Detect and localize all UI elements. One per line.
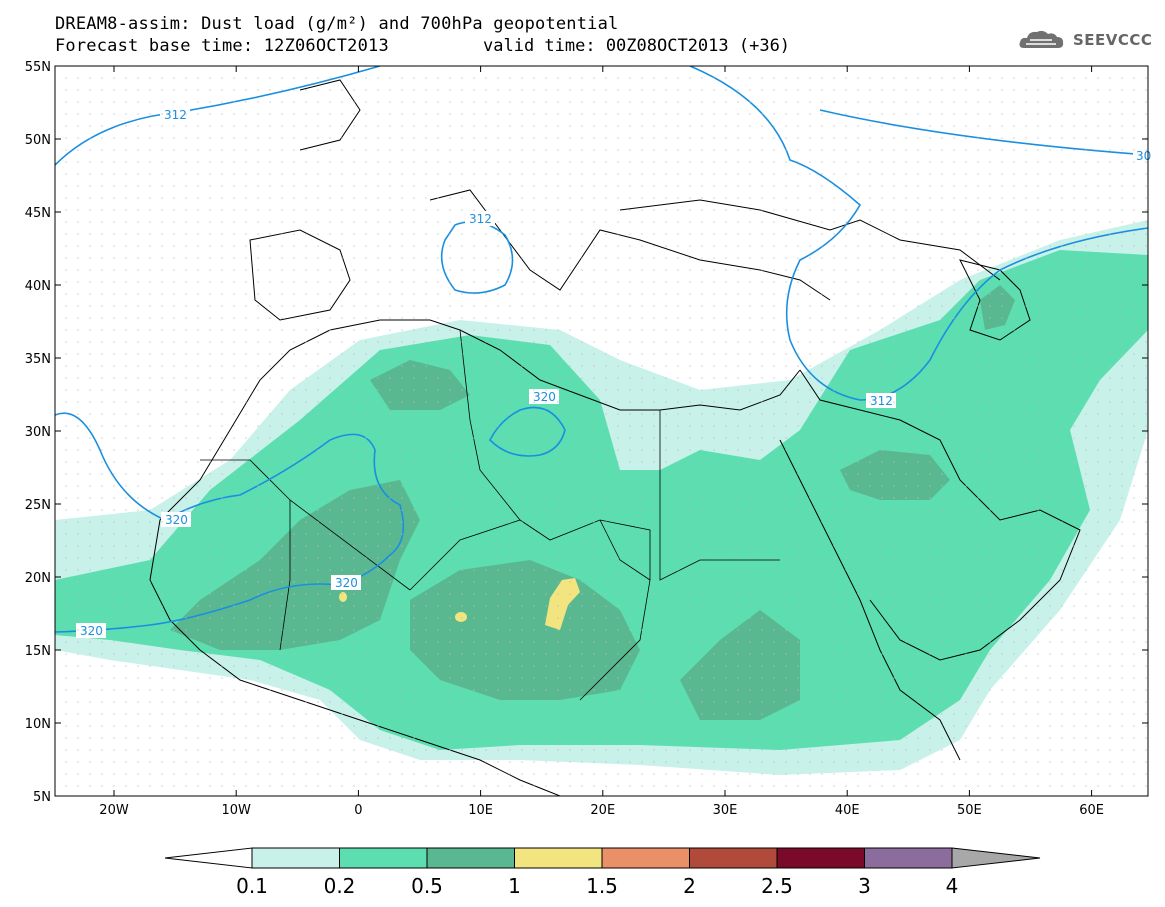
- lon-label: 40E: [835, 803, 860, 818]
- colorbar-swatch: [339, 847, 428, 869]
- colorbar-swatch: [514, 847, 603, 869]
- grid-dots: [55, 66, 1148, 796]
- seevccc-logo: SEEVCCC: [1018, 28, 1152, 52]
- lat-label: 15N: [25, 644, 51, 659]
- forecast-base-time: Forecast base time: 12Z06OCT2013: [55, 36, 389, 56]
- lon-label: 50E: [957, 803, 982, 818]
- colorbar-label: 2: [683, 874, 696, 898]
- colorbar-label: 1: [508, 874, 521, 898]
- lon-label: 10E: [468, 803, 493, 818]
- lat-label: 50N: [25, 133, 51, 148]
- colorbar-label: 0.5: [411, 874, 443, 898]
- colorbar-swatch: [251, 847, 340, 869]
- lon-label: 60E: [1079, 803, 1104, 818]
- lat-label: 25N: [25, 498, 51, 513]
- colorbar-swatch: [776, 847, 865, 869]
- colorbar-label: 1.5: [586, 874, 618, 898]
- lat-label: 30N: [25, 425, 51, 440]
- valid-time: valid time: 00Z08OCT2013 (+36): [483, 36, 791, 56]
- cloud-logo-icon: [1019, 30, 1064, 48]
- lat-label: 5N: [33, 790, 51, 805]
- lon-label: 0: [354, 803, 362, 818]
- latitude-axis: 55N 50N 45N 40N 35N 30N 25N 20N 15N 10N 5N: [25, 60, 1148, 805]
- colorbar: 0.1 0.2 0.5 1 1.5 2 2.5 3 4: [164, 847, 1041, 898]
- lat-label: 35N: [25, 352, 51, 367]
- colorbar-swatch: [689, 847, 778, 869]
- lon-label: 10W: [221, 803, 251, 818]
- colorbar-label: 3: [858, 874, 871, 898]
- lat-label: 40N: [25, 279, 51, 294]
- colorbar-label: 2.5: [761, 874, 793, 898]
- colorbar-label: 4: [946, 874, 959, 898]
- logo-text: SEEVCCC: [1073, 31, 1153, 49]
- colorbar-over-arrow: [951, 847, 1041, 869]
- lat-label: 55N: [25, 60, 51, 75]
- lat-label: 45N: [25, 206, 51, 221]
- colorbar-label: 0.2: [324, 874, 356, 898]
- lat-label: 20N: [25, 571, 51, 586]
- colorbar-under-arrow: [164, 847, 253, 869]
- lon-label: 30E: [713, 803, 738, 818]
- longitude-axis: 20W 10W 0 10E 20E 30E 40E 50E 60E: [99, 66, 1104, 818]
- lon-label: 20W: [99, 803, 129, 818]
- lon-label: 20E: [590, 803, 615, 818]
- colorbar-swatch: [426, 847, 515, 869]
- colorbar-label: 0.1: [236, 874, 268, 898]
- colorbar-swatch: [864, 847, 953, 869]
- colorbar-swatch: [601, 847, 690, 869]
- lat-label: 10N: [25, 717, 51, 732]
- map-title: DREAM8-assim: Dust load (g/m²) and 700hP…: [55, 14, 619, 34]
